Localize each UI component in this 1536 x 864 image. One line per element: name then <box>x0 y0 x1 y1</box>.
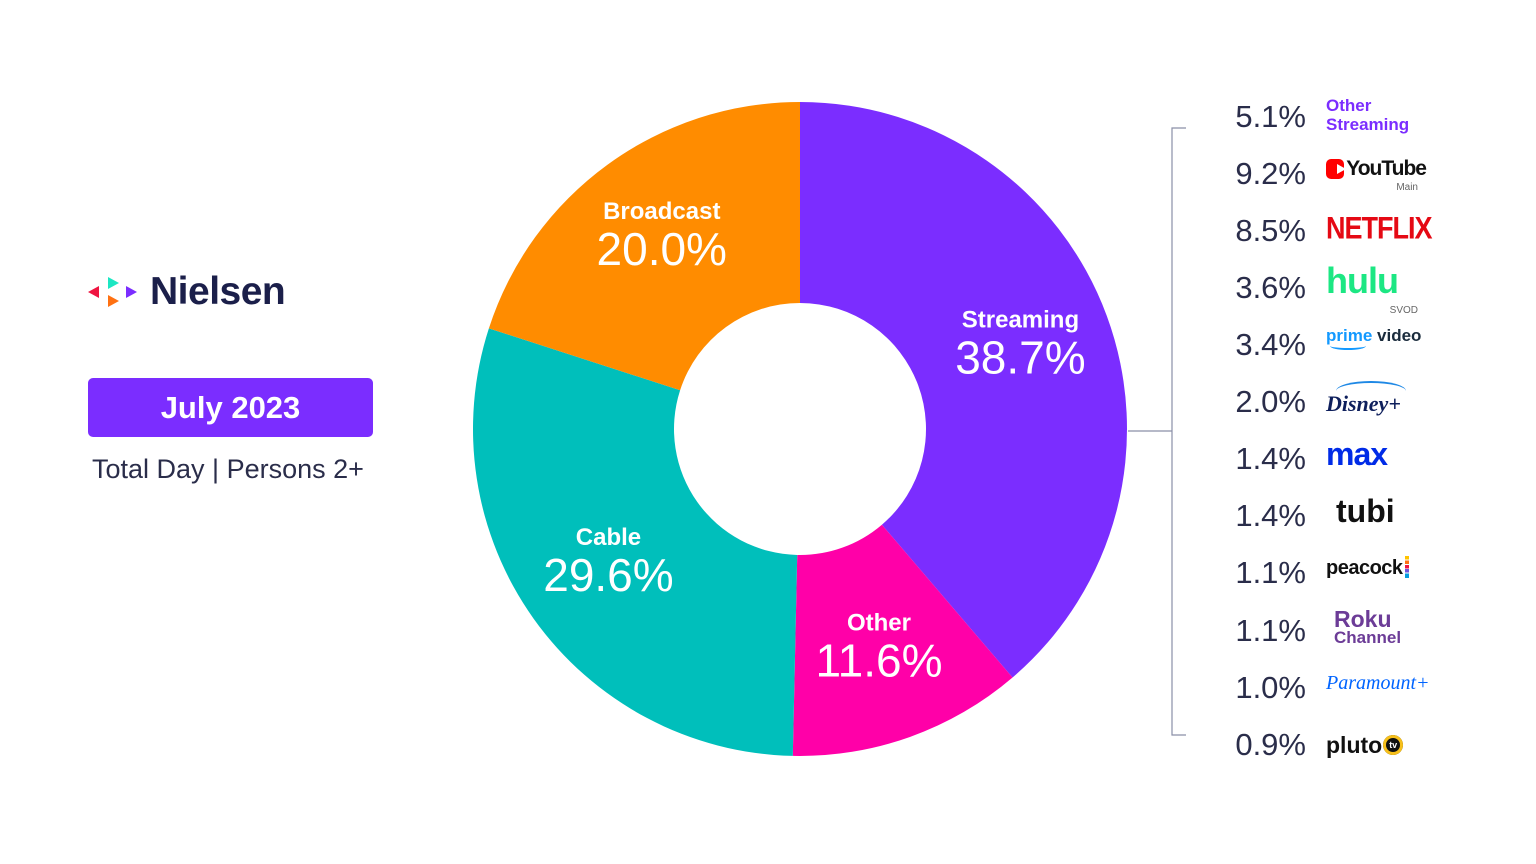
nielsen-mark-icon <box>88 277 137 307</box>
list-item: 9.2% YouTube Main <box>1200 149 1520 199</box>
paramount-plus-logo: Paramount+ <box>1326 672 1430 694</box>
share-value: 1.0% <box>1235 670 1306 705</box>
list-item: 3.6% hulu SVOD <box>1200 260 1520 317</box>
slice-label: Streaming <box>962 307 1079 334</box>
disney-arc-icon <box>1336 381 1406 401</box>
prime-video-logo: prime video <box>1326 320 1426 370</box>
share-value: 2.0% <box>1235 384 1306 419</box>
share-value: 9.2% <box>1235 156 1306 191</box>
brand-text: video <box>1377 326 1422 345</box>
brand-subtext: SVOD <box>1389 305 1418 316</box>
netflix-logo: NETFLIX <box>1326 210 1433 246</box>
list-item: 1.4% tubi <box>1200 491 1520 541</box>
other-streaming-label: Other Streaming <box>1326 92 1426 146</box>
slice-value: 38.7% <box>955 332 1085 384</box>
roku-channel-logo: Roku Channel <box>1326 606 1426 656</box>
youtube-play-icon <box>1326 159 1347 179</box>
share-value: 3.6% <box>1235 270 1306 305</box>
list-item: 1.1% Roku Channel <box>1200 606 1520 656</box>
slice-value: 29.6% <box>543 549 673 601</box>
slice-label: Other <box>847 609 911 636</box>
share-value: 1.4% <box>1235 498 1306 533</box>
period-badge: July 2023 <box>88 378 373 437</box>
max-logo: max <box>1326 436 1388 472</box>
brand-text: peacock <box>1326 557 1403 579</box>
bracket-line <box>1128 127 1186 736</box>
brand-text: Roku <box>1334 606 1392 632</box>
slice-broadcast <box>488 102 800 391</box>
share-value: 5.1% <box>1235 99 1306 134</box>
brand-text: Other <box>1326 96 1372 115</box>
brand-text: hulu <box>1326 260 1399 301</box>
list-item: 0.9% pluto tv <box>1200 720 1520 770</box>
list-item: 8.5% NETFLIX <box>1200 206 1520 256</box>
peacock-dots-icon <box>1404 556 1409 578</box>
slice-label: Broadcast <box>603 198 720 225</box>
peacock-logo: peacock <box>1326 548 1426 598</box>
chart-subtitle: Total Day | Persons 2+ <box>92 454 364 484</box>
share-value: 1.4% <box>1235 441 1306 476</box>
prime-smile-icon <box>1330 342 1366 350</box>
brand-name: Nielsen <box>150 270 286 313</box>
slice-cable <box>473 328 798 756</box>
slice-streaming <box>800 102 1128 678</box>
share-value: 3.4% <box>1235 327 1306 362</box>
youtube-logo: YouTube Main <box>1326 149 1427 199</box>
brand-text: prime <box>1326 326 1378 345</box>
share-value: 1.1% <box>1235 555 1306 590</box>
list-item: 2.0% Disney+ <box>1200 377 1520 427</box>
brand-text: pluto <box>1326 732 1383 758</box>
pluto-tv-badge-icon: tv <box>1383 735 1404 755</box>
disney-plus-logo: Disney+ <box>1326 377 1426 427</box>
nielsen-logo: Nielsen <box>88 270 286 314</box>
list-item: 1.4% max <box>1200 434 1520 484</box>
brand-text: Streaming <box>1326 115 1410 134</box>
tubi-logo: tubi <box>1336 493 1395 529</box>
share-value: 1.1% <box>1235 613 1306 648</box>
pluto-tv-logo: pluto tv <box>1326 720 1426 770</box>
brand-text: YouTube <box>1346 157 1427 180</box>
list-item: 5.1% Other Streaming <box>1200 92 1520 142</box>
share-value: 0.9% <box>1235 727 1306 762</box>
slice-other <box>792 524 1013 756</box>
slice-value: 20.0% <box>597 223 727 275</box>
hulu-logo: hulu SVOD <box>1326 260 1426 317</box>
list-item: 1.1% peacock <box>1200 548 1520 598</box>
slice-label: Cable <box>576 524 641 551</box>
brand-subtext: Main <box>1396 182 1418 193</box>
list-item: 1.0% Paramount+ <box>1200 663 1520 713</box>
slice-value: 11.6% <box>815 634 942 686</box>
share-value: 8.5% <box>1235 213 1306 248</box>
list-item: 3.4% prime video <box>1200 320 1520 370</box>
brand-text: Channel <box>1334 628 1402 647</box>
